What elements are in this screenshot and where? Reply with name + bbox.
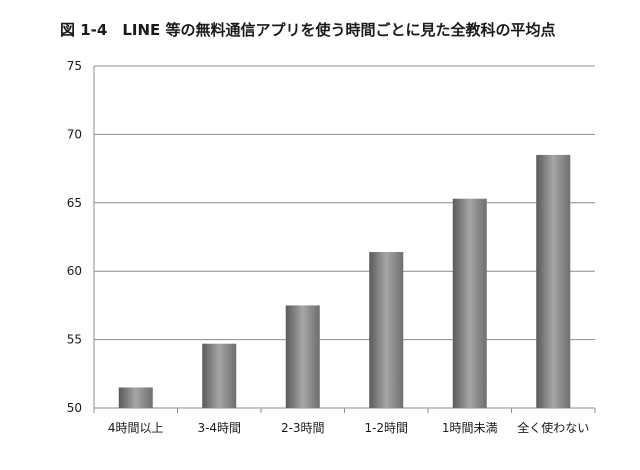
bar: [369, 252, 404, 408]
axes: [93, 66, 596, 413]
y-tick-label: 65: [67, 196, 82, 210]
bar: [452, 198, 487, 408]
x-category-label: 全く使わない: [517, 420, 589, 435]
y-tick-label: 50: [67, 401, 82, 415]
gridlines: [94, 65, 595, 341]
bar: [536, 154, 571, 408]
y-tick-label: 75: [67, 59, 82, 73]
y-tick-label: 70: [67, 127, 82, 141]
labels: 50 55 60 65 70 75 4時間以上 3-4時間 2-3時間 1-2時間 1時間未満 全く使…: [67, 59, 590, 435]
y-tick-label: 60: [67, 264, 82, 278]
x-category-label: 1時間未満: [442, 421, 498, 435]
bar: [118, 387, 153, 408]
chart-title: 図 1-4 LINE 等の無料通信アプリを使う時間ごとに見た全教科の平均点: [60, 21, 556, 39]
bar: [202, 343, 237, 408]
x-category-label: 1-2時間: [364, 421, 408, 435]
bars: [118, 154, 571, 408]
x-category-label: 2-3時間: [281, 421, 325, 435]
y-tick-label: 55: [67, 333, 82, 347]
bar: [285, 305, 320, 408]
x-category-label: 4時間以上: [108, 421, 164, 435]
x-category-label: 3-4時間: [197, 421, 241, 435]
